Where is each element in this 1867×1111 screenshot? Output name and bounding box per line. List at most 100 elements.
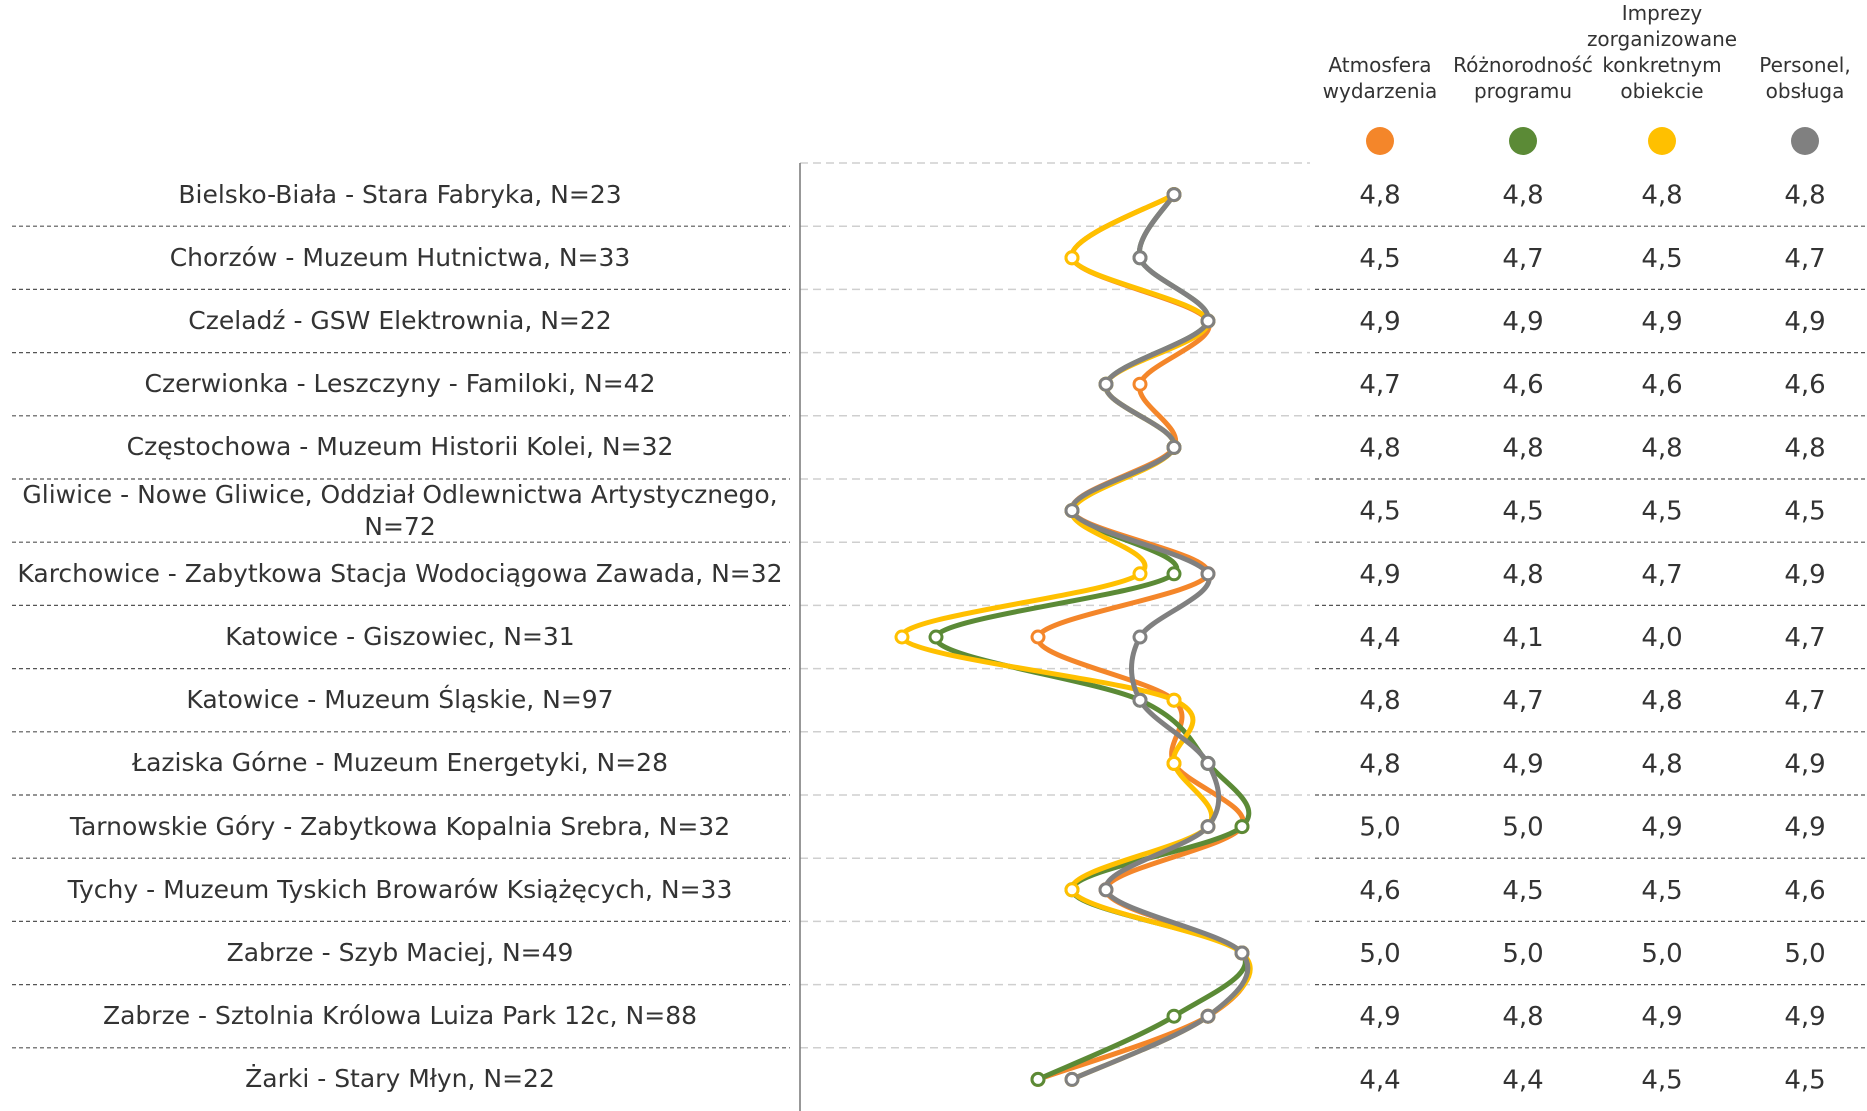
table-value: 4,6 <box>1784 876 1825 906</box>
table-value: 4,4 <box>1359 623 1400 653</box>
series-marker <box>1166 187 1182 203</box>
series-marker <box>928 629 944 645</box>
series-marker <box>1030 629 1046 645</box>
table-value: 4,8 <box>1359 181 1400 211</box>
table-value: 4,8 <box>1784 181 1825 211</box>
category-label: Chorzów - Muzeum Hutnictwa, N=33 <box>169 242 631 272</box>
category-label: Tarnowskie Góry - Zabytkowa Kopalnia Sre… <box>69 811 731 841</box>
series-marker <box>1132 376 1148 392</box>
table-value: 4,8 <box>1641 181 1682 211</box>
table-value: 4,9 <box>1784 560 1825 590</box>
table-value: 4,9 <box>1641 813 1682 843</box>
table-value: 5,0 <box>1502 939 1543 969</box>
category-label: Żarki - Stary Młyn, N=22 <box>245 1064 555 1094</box>
table-value: 4,8 <box>1784 433 1825 463</box>
category-label: Czeladź - GSW Elektrownia, N=22 <box>188 305 612 335</box>
category-label: Łaziska Górne - Muzeum Energetyki, N=28 <box>132 748 668 778</box>
category-label: Częstochowa - Muzeum Historii Kolei, N=3… <box>126 432 674 462</box>
table-value: 4,9 <box>1641 307 1682 337</box>
legend-swatch <box>1366 127 1394 155</box>
series-marker <box>1166 439 1182 455</box>
table-value: 4,9 <box>1784 749 1825 779</box>
category-label: Zabrze - Szyb Maciej, N=49 <box>226 937 574 967</box>
series-marker <box>1234 945 1250 961</box>
table-value: 4,6 <box>1359 876 1400 906</box>
series-marker <box>1132 692 1148 708</box>
table-value: 4,9 <box>1359 307 1400 337</box>
category-label: Czerwionka - Leszczyny - Familoki, N=42 <box>144 369 656 399</box>
table-value: 4,5 <box>1641 1065 1682 1095</box>
table-value: 4,7 <box>1784 686 1825 716</box>
series-line <box>899 192 1253 1082</box>
table-value: 4,4 <box>1359 1065 1400 1095</box>
series-marker <box>1132 629 1148 645</box>
table-value: 4,8 <box>1502 560 1543 590</box>
category-label: Zabrze - Sztolnia Królowa Luiza Park 12c… <box>102 1001 698 1031</box>
series-marker <box>1064 882 1080 898</box>
series-marker <box>1166 566 1182 582</box>
series-marker <box>1064 503 1080 519</box>
table-value: 4,6 <box>1641 370 1682 400</box>
table-value: 5,0 <box>1359 813 1400 843</box>
series-marker <box>1200 819 1216 835</box>
table-value: 4,1 <box>1502 623 1543 653</box>
table-value: 4,7 <box>1502 686 1543 716</box>
table-value: 4,7 <box>1359 370 1400 400</box>
legend-label: Personel, obsługa <box>1759 53 1850 103</box>
table-value: 4,8 <box>1641 749 1682 779</box>
table-value: 4,9 <box>1784 307 1825 337</box>
table-value: 4,8 <box>1502 1002 1543 1032</box>
table-value: 5,0 <box>1502 813 1543 843</box>
table-value: 5,0 <box>1359 939 1400 969</box>
series-marker <box>1200 1008 1216 1024</box>
table-value: 4,0 <box>1641 623 1682 653</box>
category-label: Katowice - Giszowiec, N=31 <box>225 621 575 651</box>
series-marker <box>1098 376 1114 392</box>
table-value: 4,7 <box>1502 244 1543 274</box>
category-label: Katowice - Muzeum Śląskie, N=97 <box>186 685 614 715</box>
category-label: Bielsko-Biała - Stara Fabryka, N=23 <box>178 179 622 209</box>
table-value: 4,9 <box>1502 307 1543 337</box>
table-value: 4,5 <box>1502 876 1543 906</box>
series-marker <box>1030 1071 1046 1087</box>
table-value: 4,9 <box>1359 560 1400 590</box>
table-value: 4,6 <box>1784 370 1825 400</box>
table-value: 4,9 <box>1359 1002 1400 1032</box>
series-marker <box>1166 755 1182 771</box>
table-value: 4,8 <box>1359 433 1400 463</box>
series-marker <box>1234 819 1250 835</box>
table-value: 4,4 <box>1502 1065 1543 1095</box>
table-value: 4,8 <box>1359 749 1400 779</box>
table-value: 4,5 <box>1359 244 1400 274</box>
series-marker <box>1200 755 1216 771</box>
series-marker <box>1064 1071 1080 1087</box>
table-value: 4,9 <box>1641 1002 1682 1032</box>
category-label: Gliwice - Nowe Gliwice, Oddział Odlewnic… <box>22 479 778 541</box>
series-line <box>1069 192 1251 1082</box>
table-value: 4,5 <box>1784 1065 1825 1095</box>
series-marker <box>1200 566 1216 582</box>
table-value: 4,8 <box>1641 686 1682 716</box>
category-label: Karchowice - Zabytkowa Stacja Wodociągow… <box>17 558 783 588</box>
legend-swatch <box>1791 127 1819 155</box>
table-value: 4,9 <box>1784 813 1825 843</box>
legend-label: Atmosfera wydarzenia <box>1323 53 1438 103</box>
series-marker <box>1200 313 1216 329</box>
table-value: 4,5 <box>1641 876 1682 906</box>
category-label: Tychy - Muzeum Tyskich Browarów Książęcy… <box>67 874 733 904</box>
table-value: 5,0 <box>1641 939 1682 969</box>
series-marker <box>1166 692 1182 708</box>
legend-label: Różnorodność programu <box>1453 53 1593 103</box>
table-value: 4,8 <box>1359 686 1400 716</box>
table-value: 4,5 <box>1641 497 1682 527</box>
table-value: 5,0 <box>1784 939 1825 969</box>
table-value: 4,9 <box>1502 749 1543 779</box>
legend-swatch <box>1648 127 1676 155</box>
table-value: 4,7 <box>1784 244 1825 274</box>
table-value: 4,9 <box>1784 1002 1825 1032</box>
table-value: 4,8 <box>1502 433 1543 463</box>
legend-label: Imprezy zorganizowane konkretnym obiekcie <box>1587 1 1737 103</box>
table-value: 4,5 <box>1359 497 1400 527</box>
table-value: 4,8 <box>1502 181 1543 211</box>
